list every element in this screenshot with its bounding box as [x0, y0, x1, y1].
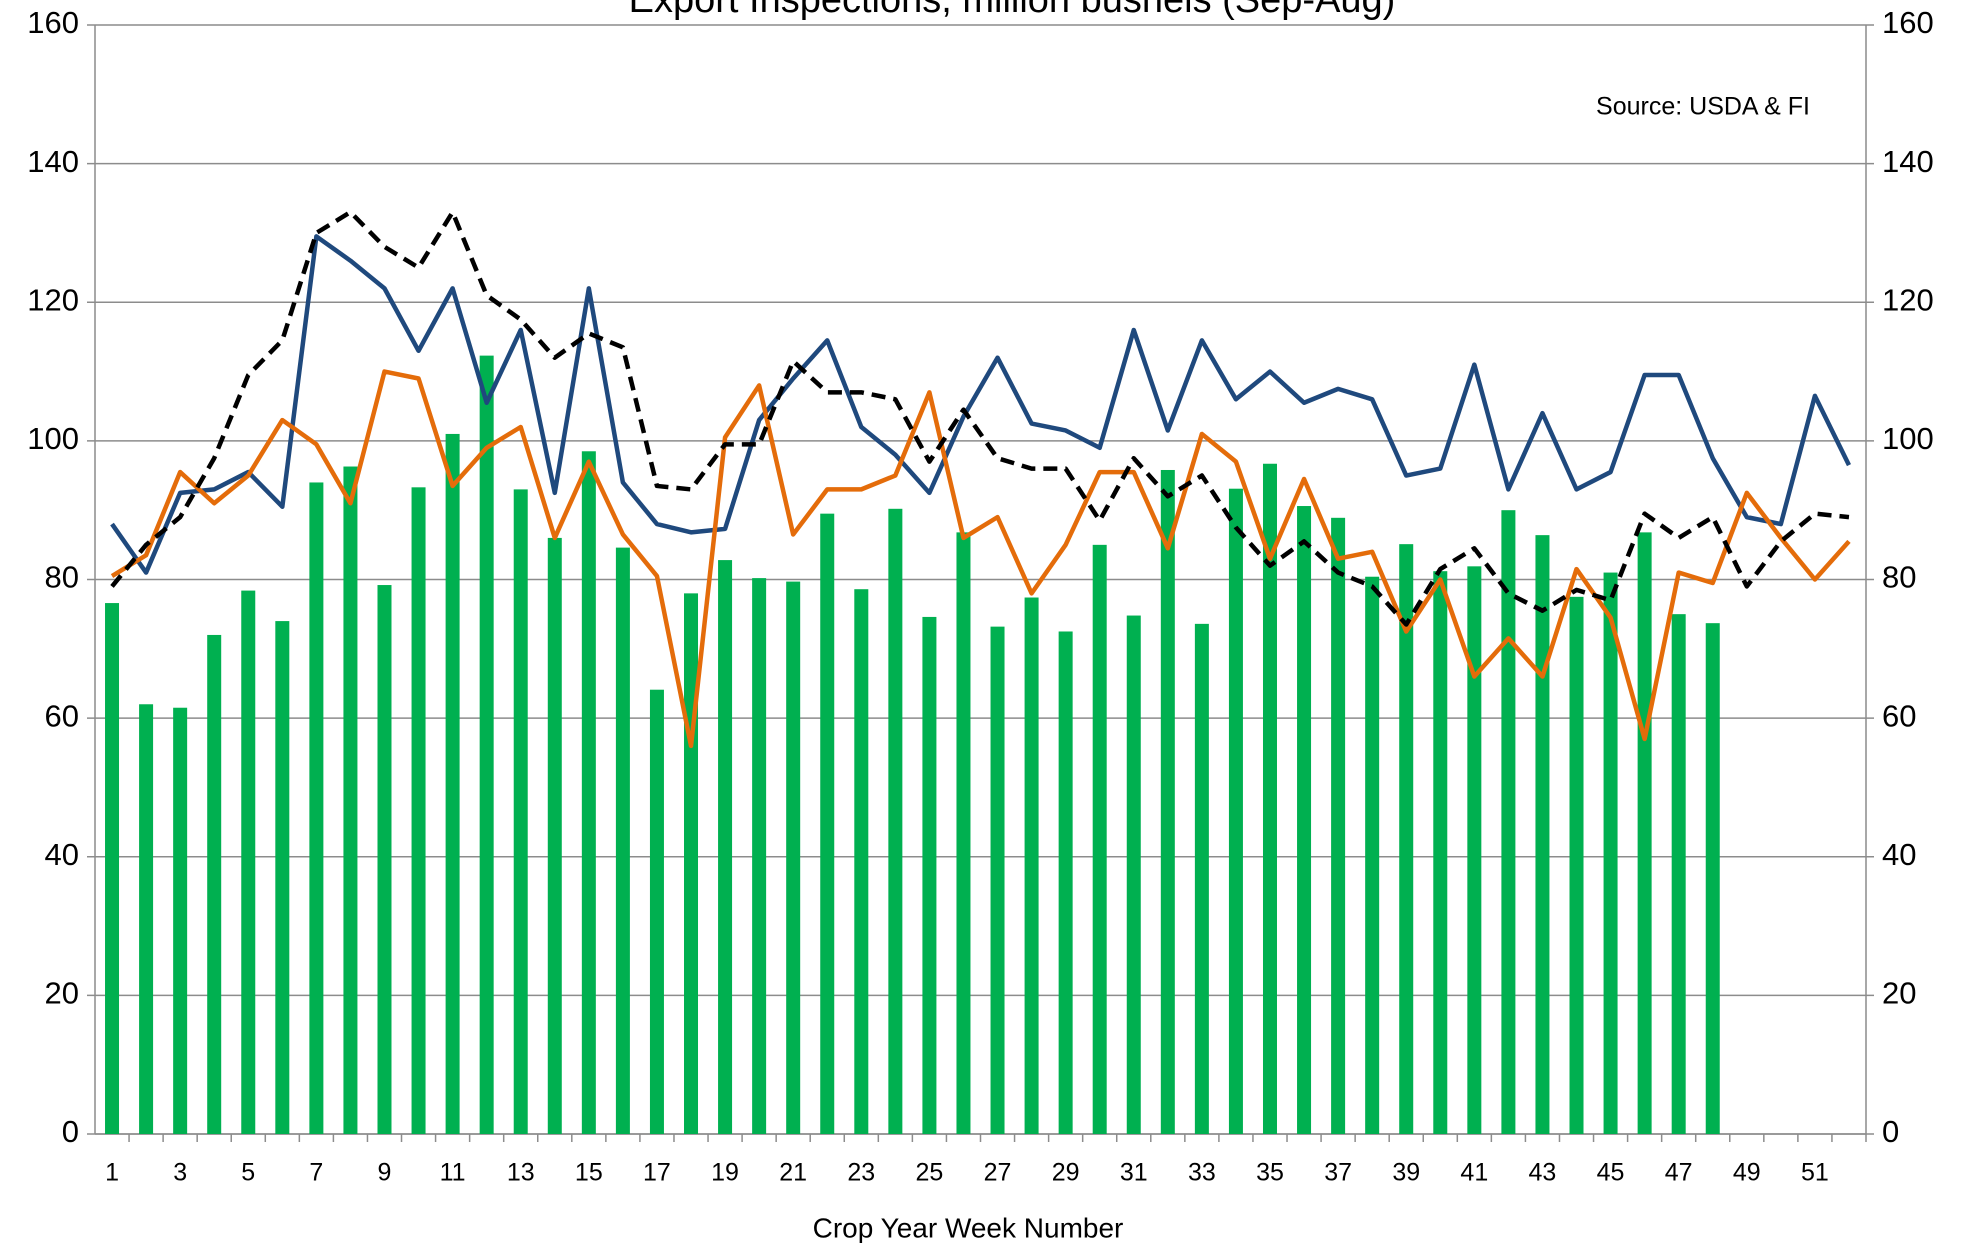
- bar: [1637, 532, 1652, 1134]
- bar: [139, 704, 154, 1134]
- x-axis-label: Crop Year Week Number: [813, 1212, 1124, 1243]
- bar: [820, 513, 835, 1134]
- x-tick-label: 41: [1460, 1159, 1488, 1187]
- bar: [1399, 544, 1414, 1134]
- bar: [479, 355, 494, 1135]
- line-series: [110, 209, 1850, 627]
- bar: [990, 626, 1005, 1134]
- x-tick-label: 47: [1665, 1159, 1693, 1187]
- x-tick-label: 13: [507, 1159, 535, 1187]
- y2-tick-label: 60: [1882, 698, 1916, 733]
- x-tick-label: 29: [1052, 1159, 1080, 1187]
- bar: [1467, 566, 1482, 1134]
- bar: [1092, 544, 1107, 1134]
- bar: [275, 621, 290, 1134]
- x-tick-label: 51: [1801, 1159, 1829, 1187]
- bar: [1705, 623, 1720, 1134]
- bar: [241, 590, 256, 1134]
- x-tick-label: 37: [1324, 1159, 1352, 1187]
- y-tick-label: 60: [45, 698, 79, 733]
- bar: [581, 451, 596, 1135]
- bar: [888, 508, 903, 1134]
- y-tick-label: 20: [45, 976, 79, 1011]
- bar: [649, 689, 664, 1134]
- y2-tick-label: 80: [1882, 560, 1916, 595]
- x-tick-label: 17: [643, 1159, 671, 1187]
- bar: [173, 707, 188, 1134]
- bar: [718, 560, 733, 1134]
- bar: [1262, 463, 1277, 1134]
- x-tick-label: 23: [847, 1159, 875, 1187]
- y-tick-label: 0: [62, 1114, 79, 1149]
- x-tick-label: 45: [1597, 1159, 1625, 1187]
- y2-tick-label: 0: [1882, 1114, 1899, 1149]
- bar: [1228, 488, 1243, 1134]
- y2-tick-label: 100: [1882, 421, 1934, 456]
- bar: [309, 482, 324, 1134]
- bar: [343, 466, 358, 1134]
- bar: [1501, 510, 1516, 1134]
- bar: [1433, 571, 1448, 1134]
- x-tick-label: 27: [984, 1159, 1012, 1187]
- bar: [752, 578, 767, 1134]
- y-tick-label: 120: [27, 282, 79, 317]
- x-tick-label: 35: [1256, 1159, 1284, 1187]
- y2-tick-label: 140: [1882, 144, 1934, 179]
- y2-tick-label: 20: [1882, 976, 1916, 1011]
- x-tick-label: 3: [173, 1159, 187, 1187]
- bar: [1160, 469, 1175, 1135]
- y2-tick-label: 40: [1882, 837, 1916, 872]
- bar: [1603, 572, 1618, 1134]
- bar: [1297, 506, 1312, 1134]
- bar: [1365, 576, 1380, 1134]
- line-series: [110, 234, 1851, 575]
- bar: [786, 581, 801, 1134]
- bar: [1569, 596, 1584, 1134]
- bar: [207, 634, 222, 1134]
- x-tick-label: 19: [711, 1159, 739, 1187]
- x-tick-label: 33: [1188, 1159, 1216, 1187]
- bar: [854, 589, 869, 1134]
- y2-tick-label: 120: [1882, 282, 1934, 317]
- x-tick-label: 21: [779, 1159, 807, 1187]
- y-tick-label: 160: [27, 5, 79, 40]
- y-tick-label: 100: [27, 421, 79, 456]
- source-note: Source: USDA & FI: [1596, 93, 1810, 121]
- x-tick-label: 1: [105, 1159, 119, 1187]
- line-series: [110, 369, 1851, 749]
- x-tick-label: 11: [440, 1159, 466, 1187]
- bar: [377, 585, 392, 1134]
- bar: [1024, 597, 1039, 1134]
- bar: [684, 593, 699, 1134]
- bar: [1126, 615, 1141, 1134]
- bar: [105, 603, 120, 1134]
- x-tick-label: 7: [309, 1159, 323, 1187]
- bar: [615, 547, 630, 1134]
- bar: [411, 487, 426, 1135]
- bar: [1671, 614, 1686, 1134]
- bar: [1535, 535, 1550, 1134]
- y-tick-label: 140: [27, 144, 79, 179]
- bar: [1058, 631, 1073, 1134]
- x-tick-label: 15: [575, 1159, 603, 1187]
- x-tick-label: 5: [241, 1159, 255, 1187]
- x-tick-label: 31: [1120, 1159, 1148, 1187]
- bar: [513, 489, 528, 1134]
- x-tick-label: 25: [916, 1159, 944, 1187]
- y-tick-label: 80: [45, 560, 79, 595]
- bar: [1331, 517, 1346, 1134]
- y2-tick-label: 160: [1882, 5, 1934, 40]
- bar: [1194, 623, 1209, 1134]
- bar: [445, 433, 460, 1135]
- chart-title: Export Inspections, million bushels (Sep…: [629, 0, 1396, 21]
- bar: [922, 616, 937, 1134]
- x-tick-label: 9: [378, 1159, 392, 1187]
- bar: [547, 537, 562, 1134]
- y-tick-label: 40: [45, 837, 79, 872]
- bar: [956, 532, 971, 1134]
- x-tick-label: 43: [1529, 1159, 1557, 1187]
- x-tick-label: 39: [1392, 1159, 1420, 1187]
- x-tick-label: 49: [1733, 1159, 1761, 1187]
